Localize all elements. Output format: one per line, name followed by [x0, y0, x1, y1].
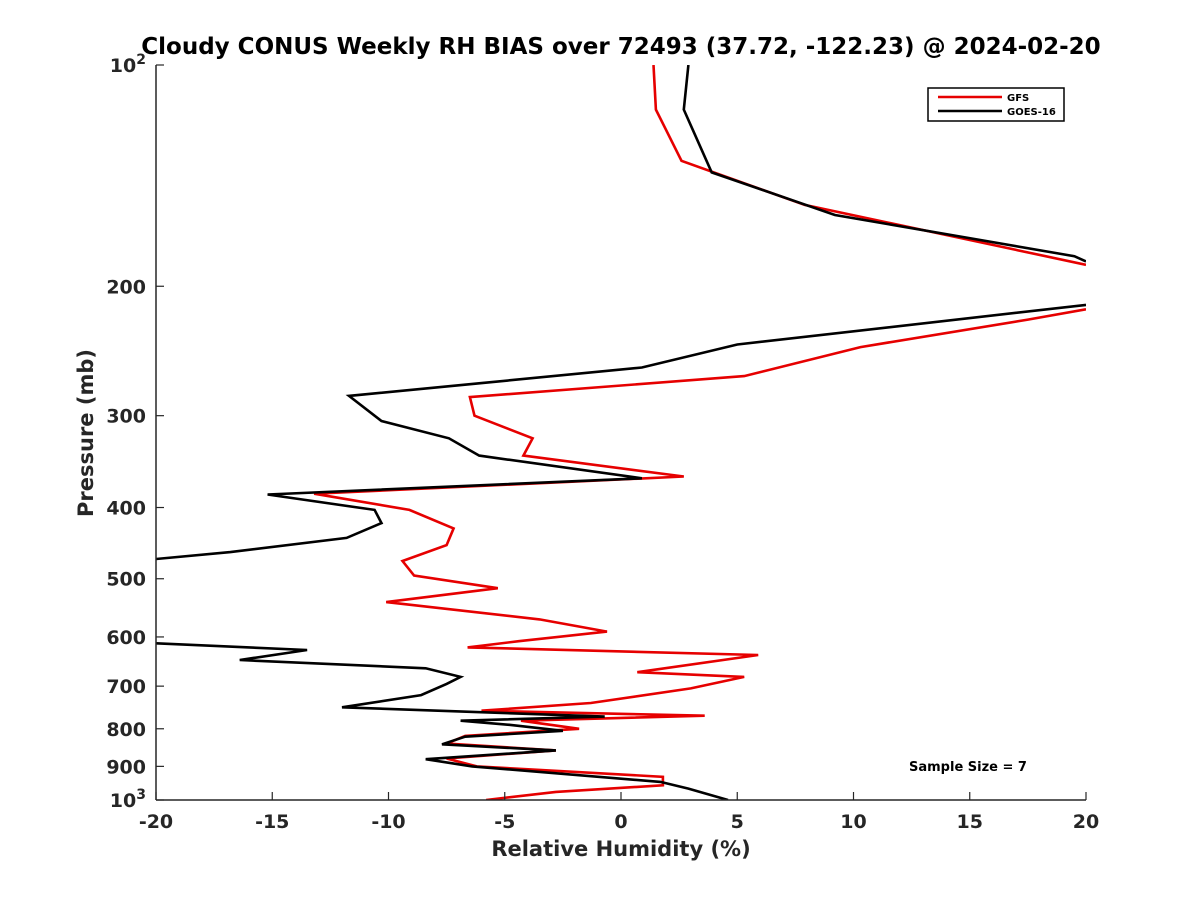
y-tick-label-3: 400: [106, 498, 146, 520]
series-line-goes-16-0: [682, 65, 1086, 263]
plot-area: -20 -15 -10 -5 0 5 10 15 20 10220030040050060070…: [106, 52, 1099, 833]
series-layer: [156, 65, 1086, 800]
chart-title: Cloudy CONUS Weekly RH BIAS over 72493 (…: [141, 34, 1100, 60]
x-tick-label-5: 5: [731, 811, 744, 833]
x-axis-label: Relative Humidity (%): [491, 837, 750, 861]
y-tick-label-7: 800: [106, 719, 146, 741]
y-tick-label-1: 200: [106, 276, 146, 298]
x-tick-label-8: 20: [1073, 811, 1099, 833]
sample-size-annotation: Sample Size = 7: [909, 760, 1027, 775]
legend-label-goes-16: GOES-16: [1007, 107, 1056, 118]
legend-box: [927, 87, 1065, 122]
x-tick-label-4: 0: [614, 811, 627, 833]
y-axis-label: Pressure (mb): [74, 349, 98, 517]
x-tick-label-3: -5: [494, 811, 515, 833]
y-tick-label-8: 900: [106, 756, 146, 778]
y-tick-label-4: 500: [106, 569, 146, 591]
series-line-goes-16-2: [156, 642, 729, 800]
x-tick-label-0: -20: [139, 811, 173, 833]
x-tick-label-2: -10: [371, 811, 405, 833]
legend: GFS GOES-16: [927, 87, 1065, 122]
series-line-goes-16-1: [156, 303, 1086, 561]
x-tick-label-7: 15: [957, 811, 983, 833]
legend-label-gfs: GFS: [1007, 93, 1029, 104]
x-tick-label-6: 10: [840, 811, 866, 833]
x-tick-label-1: -15: [255, 811, 289, 833]
plot-frame: [156, 65, 1086, 800]
y-tick-label-6: 700: [106, 676, 146, 698]
x-axis: -20 -15 -10 -5 0 5 10 15 20: [139, 792, 1099, 833]
y-tick-label-5: 600: [106, 627, 146, 649]
y-tick-label-2: 300: [106, 406, 146, 428]
